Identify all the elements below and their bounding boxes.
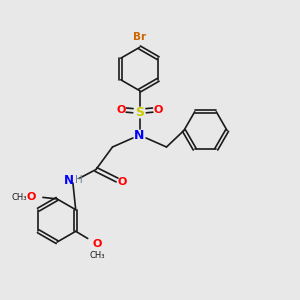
Text: O: O — [118, 177, 127, 188]
Text: H: H — [75, 175, 83, 185]
Text: N: N — [134, 129, 145, 142]
Text: N: N — [64, 173, 74, 187]
Text: Br: Br — [133, 32, 146, 42]
Text: O: O — [27, 192, 36, 203]
Text: CH₃: CH₃ — [90, 251, 105, 260]
Text: O: O — [93, 239, 102, 249]
Text: O: O — [116, 105, 126, 115]
Text: S: S — [135, 106, 144, 119]
Text: CH₃: CH₃ — [11, 193, 27, 202]
Text: O: O — [153, 105, 163, 115]
